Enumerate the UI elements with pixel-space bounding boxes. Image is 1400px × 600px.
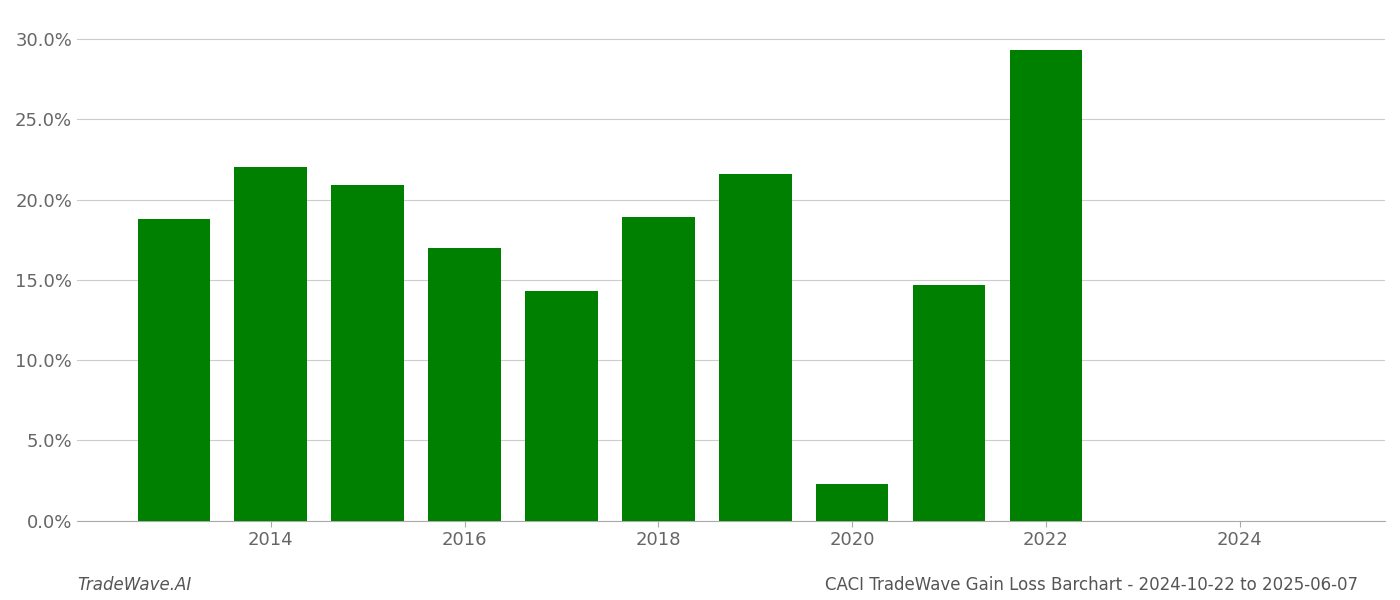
Bar: [622, 217, 694, 521]
Text: CACI TradeWave Gain Loss Barchart - 2024-10-22 to 2025-06-07: CACI TradeWave Gain Loss Barchart - 2024…: [825, 576, 1358, 594]
Bar: [332, 185, 405, 521]
Bar: [234, 167, 307, 521]
Bar: [428, 248, 501, 521]
Bar: [137, 219, 210, 521]
Bar: [816, 484, 889, 521]
Bar: [525, 291, 598, 521]
Bar: [718, 174, 791, 521]
Text: TradeWave.AI: TradeWave.AI: [77, 576, 192, 594]
Bar: [913, 284, 986, 521]
Bar: [1009, 50, 1082, 521]
